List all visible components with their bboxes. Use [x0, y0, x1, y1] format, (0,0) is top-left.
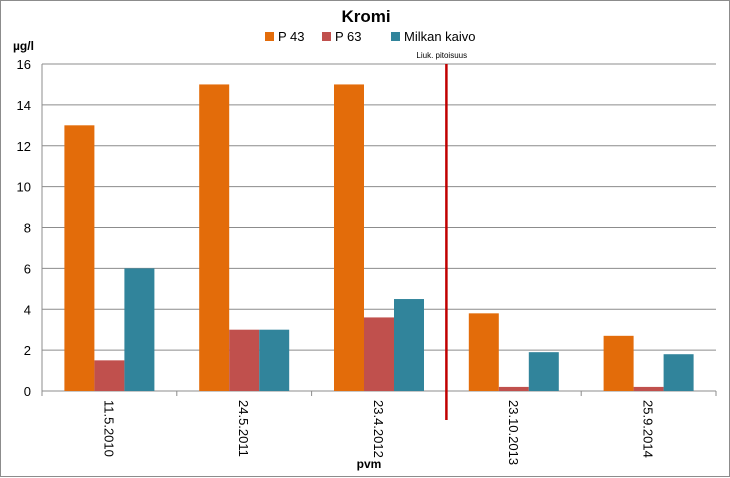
x-tick-label: 23.4.2012: [371, 400, 386, 458]
x-tick-label: 25.9.2014: [641, 400, 656, 458]
bar: [633, 386, 664, 391]
x-tick-label: 11.5.2010: [101, 400, 116, 457]
legend: P 43 P 63 Milkan kaivo: [265, 29, 476, 44]
y-tick-labels: 0 2 4 6 8 10 12 14 16: [17, 57, 31, 399]
bar: [394, 299, 424, 391]
bar: [64, 125, 95, 391]
bar: [199, 84, 230, 391]
legend-swatch: [322, 32, 331, 41]
bar: [364, 317, 394, 391]
y-tick-label: 0: [24, 384, 31, 399]
y-axis-label: µg/l: [13, 39, 34, 53]
bar: [468, 313, 499, 391]
legend-swatch: [265, 32, 274, 41]
bar: [259, 329, 290, 391]
bar: [528, 352, 559, 391]
y-tick-label: 4: [24, 302, 31, 317]
y-tick-label: 6: [24, 261, 31, 276]
y-tick-label: 12: [17, 139, 31, 154]
x-tick-label: 23.10.2013: [506, 400, 521, 465]
x-axis-label: pvm: [357, 457, 382, 471]
legend-label: P 63: [335, 29, 362, 44]
y-tick-label: 10: [17, 180, 31, 195]
y-tick-label: 14: [17, 98, 31, 113]
bars: [64, 84, 694, 391]
bar: [603, 335, 634, 391]
x-tick-label: 24.5.2011: [236, 400, 251, 457]
bar: [229, 329, 260, 391]
y-tick-label: 8: [24, 221, 31, 236]
bar: [498, 386, 529, 391]
legend-label: Milkan kaivo: [404, 29, 476, 44]
y-tick-label: 2: [24, 343, 31, 358]
bar: [124, 268, 155, 391]
bar: [94, 360, 125, 391]
bar: [663, 354, 694, 391]
annotation: Liuk. pitoisuus: [416, 51, 467, 420]
legend-swatch: [391, 32, 400, 41]
bar: [334, 84, 364, 391]
legend-label: P 43: [278, 29, 305, 44]
chart-title: Kromi: [341, 7, 390, 26]
annotation-label: Liuk. pitoisuus: [416, 51, 467, 60]
x-tick-labels: 11.5.2010 24.5.2011 23.4.2012 23.10.2013 25.…: [101, 400, 655, 465]
y-tick-label: 16: [17, 57, 31, 72]
